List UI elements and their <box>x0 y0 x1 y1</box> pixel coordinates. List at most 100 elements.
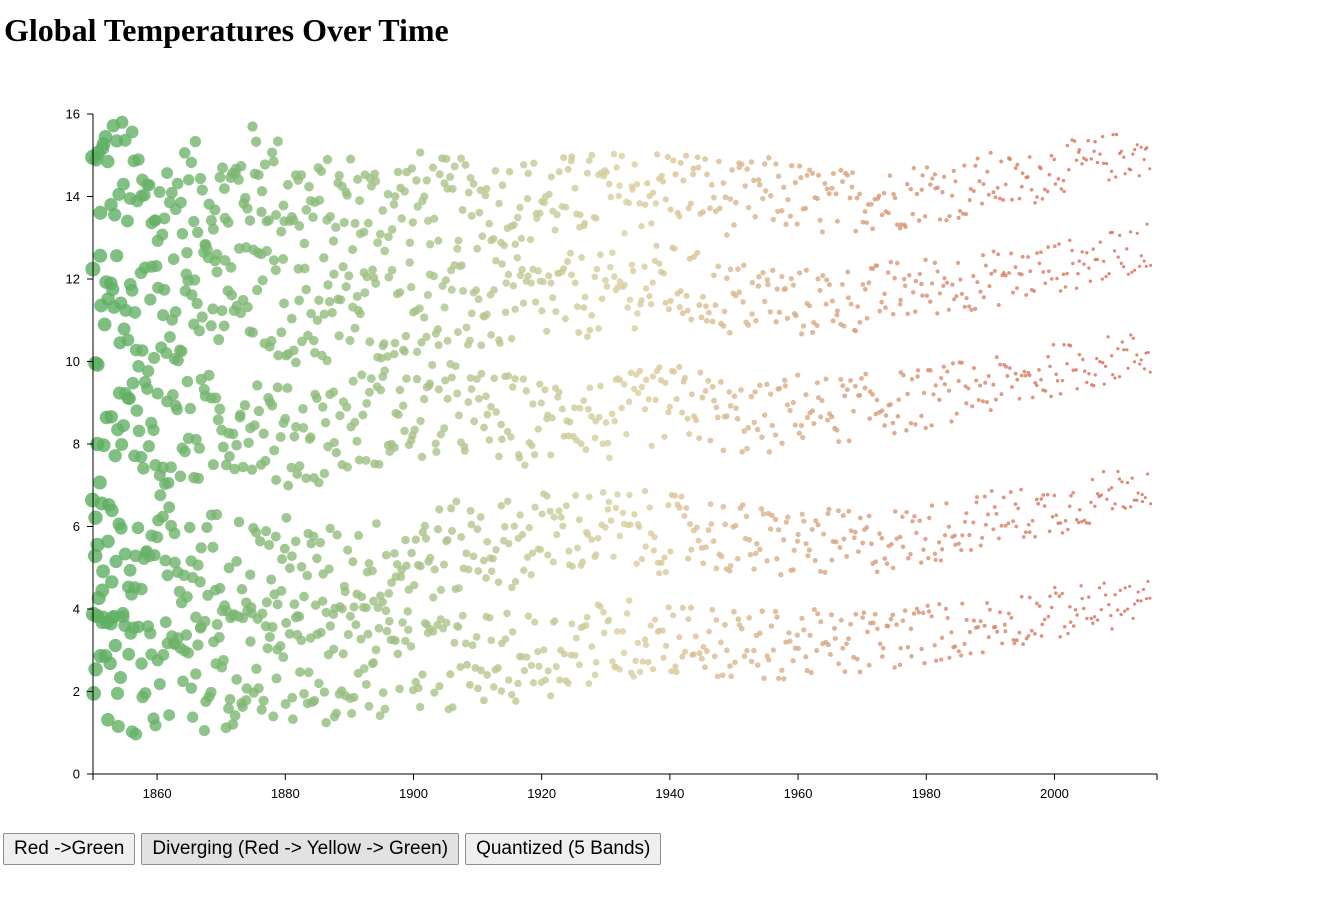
data-point <box>516 203 524 212</box>
y-tick-label: 0 <box>73 767 80 782</box>
data-point <box>405 238 415 248</box>
data-point <box>911 611 917 616</box>
data-point <box>547 173 555 181</box>
data-point <box>1140 499 1145 504</box>
data-point <box>1070 248 1074 253</box>
data-point <box>363 629 373 639</box>
data-point <box>528 441 536 450</box>
data-point <box>931 392 936 397</box>
data-point <box>190 611 202 623</box>
data-point <box>616 532 624 540</box>
data-point <box>602 276 609 284</box>
data-point <box>829 298 835 304</box>
data-point <box>103 656 117 671</box>
data-point <box>257 608 268 619</box>
data-point <box>422 332 431 342</box>
data-point <box>638 555 646 563</box>
data-point <box>549 558 557 566</box>
data-point <box>930 176 935 181</box>
data-point <box>1067 504 1072 509</box>
data-point <box>593 265 601 273</box>
data-point <box>250 527 262 538</box>
data-point <box>151 531 164 544</box>
data-point <box>114 521 128 535</box>
data-point <box>353 174 363 184</box>
data-point <box>980 399 986 404</box>
data-point <box>442 154 451 163</box>
data-point <box>435 505 444 514</box>
data-point <box>790 399 796 406</box>
data-point <box>976 624 981 630</box>
data-point <box>309 696 320 706</box>
data-point <box>1105 497 1109 501</box>
data-point <box>510 522 519 530</box>
data-point <box>492 545 500 554</box>
data-point <box>702 388 709 394</box>
data-point <box>665 409 672 416</box>
data-point <box>1076 271 1080 276</box>
data-point <box>709 318 716 325</box>
data-point <box>1100 134 1105 139</box>
data-point <box>108 449 122 463</box>
data-point <box>770 216 776 223</box>
data-point <box>926 609 932 614</box>
data-point <box>588 536 595 543</box>
data-point <box>888 259 894 265</box>
data-point <box>811 607 817 613</box>
data-point <box>568 620 576 628</box>
data-point <box>108 208 122 222</box>
data-point <box>433 525 443 534</box>
data-point <box>852 529 858 535</box>
data-point <box>1019 272 1024 277</box>
data-point <box>177 675 189 688</box>
x-tick-label: 1900 <box>399 786 428 801</box>
data-point <box>231 556 242 567</box>
data-point <box>553 531 561 539</box>
data-point <box>985 601 989 605</box>
red-green-button[interactable]: Red ->Green <box>3 833 136 865</box>
data-point <box>132 360 145 373</box>
data-point <box>900 618 906 623</box>
data-point <box>519 299 528 307</box>
data-point <box>528 549 537 557</box>
data-point <box>752 389 758 395</box>
data-point <box>735 266 741 272</box>
data-point <box>946 307 951 312</box>
data-point <box>999 392 1004 397</box>
data-point <box>503 609 511 618</box>
data-point <box>276 585 287 596</box>
quantized-button[interactable]: Quantized (5 Bands) <box>465 833 662 865</box>
data-point <box>454 411 463 420</box>
x-tick-label: 1980 <box>912 786 941 801</box>
data-point <box>473 244 482 253</box>
data-point <box>647 622 654 629</box>
data-point <box>824 277 830 283</box>
data-point <box>745 424 751 431</box>
data-point <box>1082 606 1086 611</box>
data-point <box>314 477 324 488</box>
data-point <box>207 303 219 315</box>
data-point <box>349 602 359 612</box>
data-point <box>342 190 352 200</box>
data-point <box>1145 222 1149 226</box>
y-tick-label: 12 <box>66 272 80 287</box>
data-point <box>376 385 386 395</box>
data-point <box>667 297 674 304</box>
data-point <box>1011 637 1016 642</box>
data-point <box>908 420 914 426</box>
data-point <box>775 173 782 179</box>
data-point <box>642 641 650 648</box>
data-point <box>492 408 501 416</box>
data-point <box>933 557 938 563</box>
data-point <box>448 184 457 193</box>
diverging-button[interactable]: Diverging (Red -> Yellow -> Green) <box>141 833 460 865</box>
data-point <box>223 562 235 574</box>
data-point <box>149 719 162 732</box>
data-point <box>894 622 899 627</box>
data-point <box>991 249 996 254</box>
data-point <box>1075 613 1079 617</box>
data-point <box>231 674 242 685</box>
data-point <box>407 164 417 173</box>
data-point <box>132 153 145 166</box>
data-point <box>462 549 471 558</box>
